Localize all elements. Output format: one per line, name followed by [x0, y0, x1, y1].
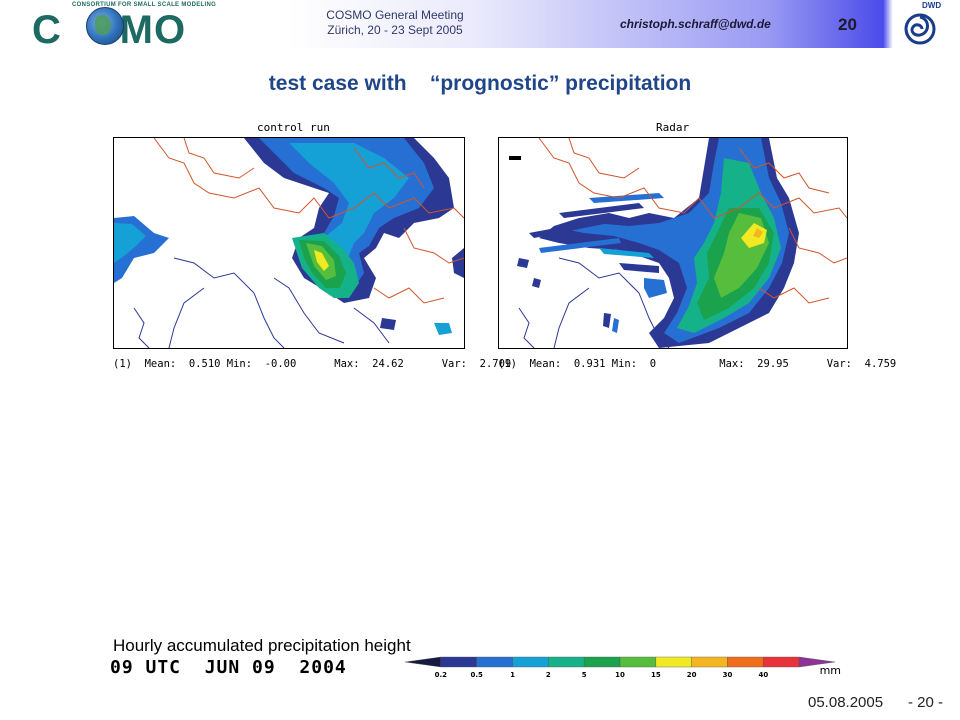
colorbar-segment	[655, 656, 692, 668]
colorbar-segment	[727, 656, 764, 668]
colorbar-tick-label: 1	[510, 671, 515, 679]
header-bar	[0, 0, 960, 48]
slide-title: test case with “prognostic” precipitatio…	[268, 72, 692, 95]
colorbar-segment	[440, 656, 477, 668]
map-radar	[498, 137, 848, 349]
colorbar-unit: mm	[820, 664, 841, 677]
time-label: 09 UTC JUN 09 2004	[110, 657, 347, 678]
colorbar-segment	[404, 656, 442, 668]
footer-page-number: - 20 -	[908, 694, 944, 711]
colorbar-tick-label: 30	[723, 671, 733, 679]
colorbar-segment	[691, 656, 728, 668]
colorbar-tick-label: 5	[582, 671, 587, 679]
map-caption-control-run: control run	[257, 121, 330, 134]
author-email: christoph.schraff@dwd.de	[620, 17, 771, 31]
meeting-title: COSMO General Meeting	[326, 8, 464, 22]
meeting-info: COSMO General Meeting Zürich, 20 - 23 Se…	[300, 8, 490, 38]
colorbar-tick-label: 0.2	[435, 671, 448, 679]
colorbar-segment	[476, 656, 513, 668]
map-control-run	[113, 137, 465, 349]
colorbar-segment	[619, 656, 657, 668]
colorbar-tick-label: 10	[615, 671, 625, 679]
colorbar-segment	[548, 656, 585, 668]
dwd-swirl-icon	[904, 13, 936, 45]
footer-date: 05.08.2005	[808, 694, 884, 711]
map-caption-radar: Radar	[656, 121, 690, 134]
colorbar-tick-label: 20	[687, 671, 697, 679]
logo-subtitle: CONSORTIUM FOR SMALL SCALE MODELING	[72, 2, 217, 8]
precipitation-label: Hourly accumulated precipitation height	[113, 636, 411, 655]
globe-icon	[86, 7, 124, 45]
colorbar-segment	[583, 656, 621, 668]
stats-radar: (1) Mean: 0.931 Min: 0 Max: 29.95 Var: 4…	[498, 358, 897, 370]
precipitation-colorbar: 0.2 0.5 1 2 5 10 15 20 30 40 mm	[404, 655, 845, 685]
slide-number: 20	[838, 15, 857, 34]
colorbar-segment	[763, 656, 800, 668]
colorbar-tick-label: 40	[758, 671, 768, 679]
colorbar-segment	[512, 656, 549, 668]
cosmo-logo: CONSORTIUM FOR SMALL SCALE MODELING C SMO	[32, 2, 217, 50]
colorbar-tick-label: 2	[546, 671, 551, 679]
colorbar-segment	[798, 656, 836, 668]
meeting-date: Zürich, 20 - 23 Sept 2005	[327, 23, 463, 37]
colorbar-tick-label: 0.5	[470, 671, 483, 679]
stats-control-run: (1) Mean: 0.510 Min: -0.00 Max: 24.62 Va…	[113, 358, 512, 370]
dwd-logo: DWD	[900, 0, 946, 48]
colorbar-tick-label: 15	[651, 671, 661, 679]
dwd-logo-label: DWD	[922, 1, 942, 10]
